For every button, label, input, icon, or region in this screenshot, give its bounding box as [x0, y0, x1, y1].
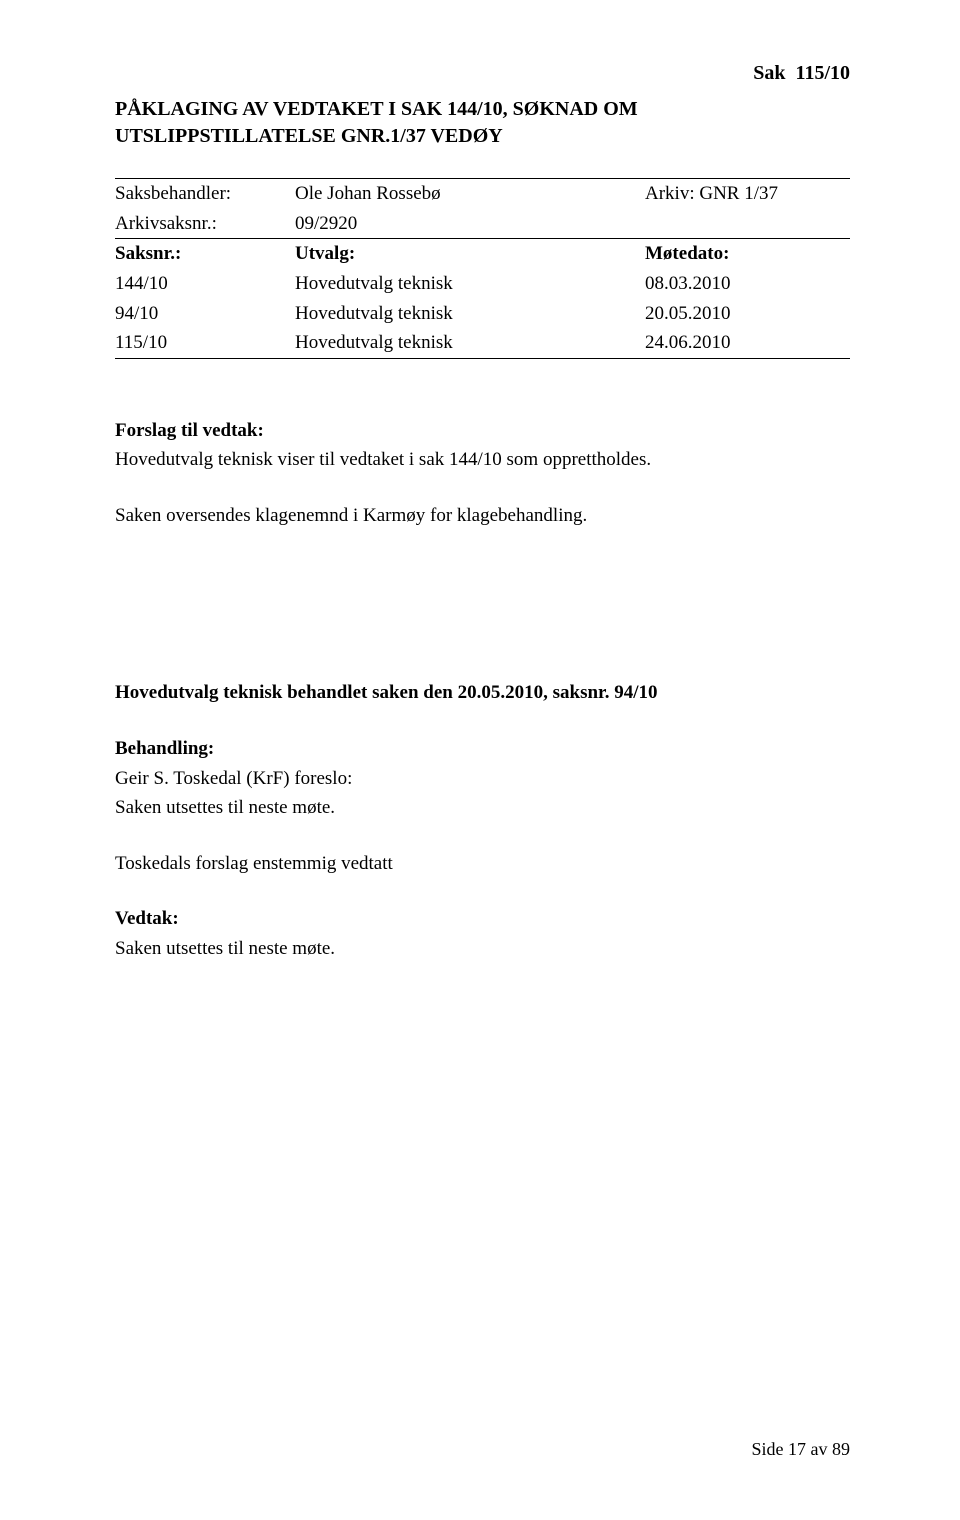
- behandlet-heading: Hovedutvalg teknisk behandlet saken den …: [115, 679, 850, 707]
- title-line-2: UTSLIPPSTILLATELSE GNR.1/37 VEDØY: [115, 123, 850, 150]
- utvalg-name: Hovedutvalg teknisk: [295, 328, 645, 358]
- sak-number: 115/10: [796, 62, 850, 84]
- saksnr-header: Saksnr.:: [115, 239, 295, 269]
- title-line-1: PÅKLAGING AV VEDTAKET I SAK 144/10, SØKN…: [115, 96, 850, 123]
- sak-label: Sak: [753, 62, 785, 84]
- utvalg-saksnr: 144/10: [115, 269, 295, 299]
- behandlet-section: Hovedutvalg teknisk behandlet saken den …: [115, 679, 850, 962]
- saksbehandler-value: Ole Johan Rossebø: [295, 179, 645, 209]
- behandling-line-1: Geir S. Toskedal (KrF) foreslo:: [115, 765, 850, 793]
- forslag-line-1: Hovedutvalg teknisk viser til vedtaket i…: [115, 446, 850, 474]
- sak-header: Sak 115/10: [753, 62, 850, 85]
- utvalg-table: Saksnr.: Utvalg: Møtedato: 144/10 Hovedu…: [115, 239, 850, 358]
- forslag-heading: Forslag til vedtak:: [115, 417, 850, 445]
- forslag-line-2: Saken oversendes klagenemnd i Karmøy for…: [115, 502, 850, 530]
- utvalg-dato: 08.03.2010: [645, 269, 850, 299]
- utvalg-dato: 20.05.2010: [645, 299, 850, 329]
- utvalg-saksnr: 115/10: [115, 328, 295, 358]
- meta-table: Saksbehandler: Ole Johan Rossebø Arkiv: …: [115, 179, 850, 238]
- saksbehandler-label: Saksbehandler:: [115, 179, 295, 209]
- utvalg-name: Hovedutvalg teknisk: [295, 269, 645, 299]
- utvalg-header: Utvalg:: [295, 239, 645, 269]
- utvalg-row: 115/10 Hovedutvalg teknisk 24.06.2010: [115, 328, 850, 358]
- vedtak-label: Vedtak:: [115, 905, 850, 933]
- utvalg-dato: 24.06.2010: [645, 328, 850, 358]
- arkivsaksnr-label: Arkivsaksnr.:: [115, 209, 295, 239]
- behandling-label: Behandling:: [115, 735, 850, 763]
- arkiv-label: Arkiv: GNR 1/37: [645, 179, 850, 209]
- arkivsaksnr-value: 09/2920: [295, 209, 645, 239]
- utvalg-row: 144/10 Hovedutvalg teknisk 08.03.2010: [115, 269, 850, 299]
- motedato-header: Møtedato:: [645, 239, 850, 269]
- utvalg-name: Hovedutvalg teknisk: [295, 299, 645, 329]
- vedtak-text: Saken utsettes til neste møte.: [115, 935, 850, 963]
- meta-row-saksbehandler: Saksbehandler: Ole Johan Rossebø Arkiv: …: [115, 179, 850, 209]
- behandling-result: Toskedals forslag enstemmig vedtatt: [115, 850, 850, 878]
- page-footer: Side 17 av 89: [752, 1439, 851, 1460]
- forslag-section: Forslag til vedtak: Hovedutvalg teknisk …: [115, 417, 850, 530]
- meta-row-arkivsaksnr: Arkivsaksnr.: 09/2920: [115, 209, 850, 239]
- divider-bottom: [115, 358, 850, 359]
- page: Sak 115/10 PÅKLAGING AV VEDTAKET I SAK 1…: [0, 0, 960, 1520]
- utvalg-saksnr: 94/10: [115, 299, 295, 329]
- utvalg-header-row: Saksnr.: Utvalg: Møtedato:: [115, 239, 850, 269]
- title-block: PÅKLAGING AV VEDTAKET I SAK 144/10, SØKN…: [115, 96, 850, 150]
- behandling-line-2: Saken utsettes til neste møte.: [115, 794, 850, 822]
- utvalg-row: 94/10 Hovedutvalg teknisk 20.05.2010: [115, 299, 850, 329]
